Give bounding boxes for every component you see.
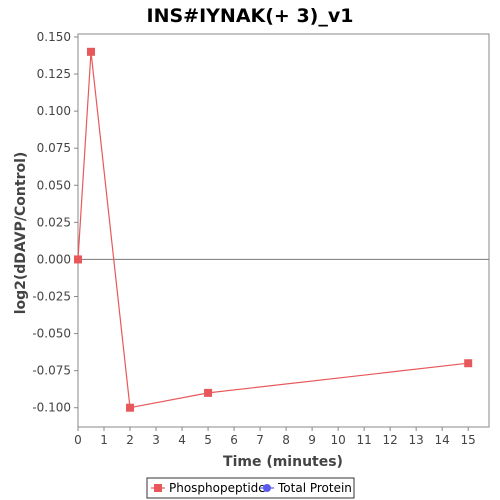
x-tick-label: 0 [74,433,82,447]
y-tick-label: 0.075 [37,141,71,155]
y-tick-label: -0.050 [32,327,71,341]
x-tick-label: 7 [256,433,264,447]
x-tick-label: 9 [308,433,316,447]
y-tick-label: -0.075 [32,364,71,378]
y-axis-label: log2(dDAVP/Control) [13,152,29,315]
legend-marker [263,484,271,492]
chart-title: INS#IYNAK(+ 3)_v1 [147,5,354,27]
x-axis-label: Time (minutes) [223,454,343,470]
x-tick-label: 4 [178,433,186,447]
data-point [126,403,135,412]
y-tick-label: 0.125 [37,67,71,81]
y-axis: 0.150 0.125 0.100 0.075 0.050 0.025 0.000 -0.02… [32,30,78,415]
x-tick-label: 11 [356,433,371,447]
x-tick-label: 6 [230,433,238,447]
plot-area [77,33,490,428]
x-tick-label: 8 [282,433,290,447]
y-tick-label: -0.025 [32,289,71,303]
x-tick-label: 2 [126,433,134,447]
data-point [74,255,82,264]
x-tick-label: 5 [204,433,212,447]
data-point [464,359,473,368]
x-axis: 0 1 2 3 4 5 6 7 8 9 10 11 12 13 14 15 [74,427,476,447]
x-tick-label: 14 [435,433,450,447]
legend-marker [154,484,162,492]
x-tick-label: 13 [409,433,424,447]
y-tick-label: 0.100 [37,104,71,118]
legend-label: Phosphopeptide [169,481,266,495]
x-tick-label: 12 [383,433,398,447]
y-tick-label: 0.150 [37,30,71,44]
legend-label: Total Protein [277,481,352,495]
x-tick-label: 3 [152,433,160,447]
y-tick-label: 0.025 [37,215,71,229]
y-tick-label: 0.000 [37,252,71,266]
y-tick-label: 0.050 [37,178,71,192]
y-tick-label: -0.100 [32,401,71,415]
x-tick-label: 10 [330,433,345,447]
series-group [74,47,473,412]
data-point [87,47,96,56]
legend-box [146,477,355,499]
legend: Phosphopeptide Total Protein [146,477,355,499]
data-point [204,388,213,397]
x-tick-label: 1 [100,433,108,447]
x-tick-label: 15 [461,433,476,447]
